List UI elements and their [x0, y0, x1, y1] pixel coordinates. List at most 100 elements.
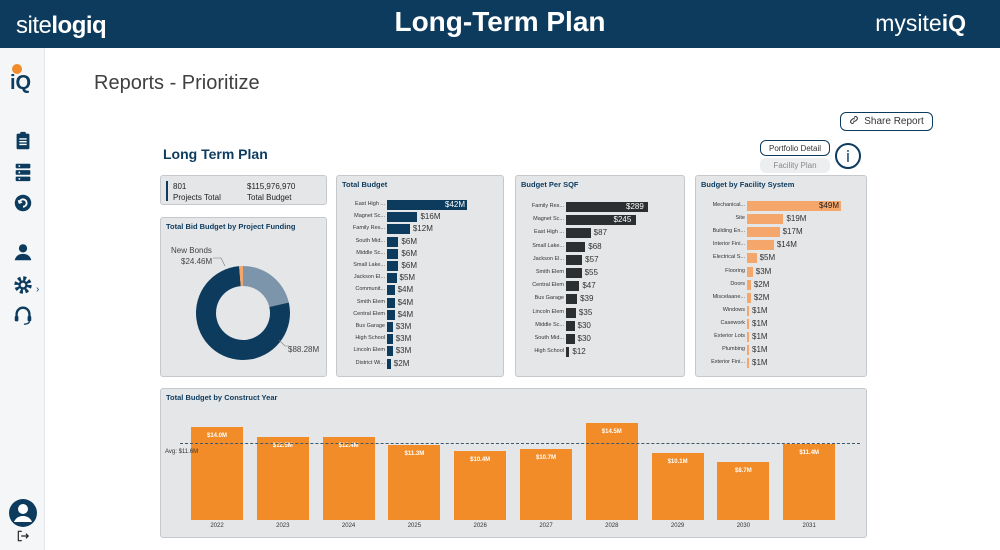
value-label: $1M — [752, 332, 768, 341]
bar[interactable] — [747, 214, 784, 225]
year-bar[interactable] — [717, 462, 770, 520]
bar[interactable] — [747, 305, 749, 316]
gear-icon[interactable] — [12, 274, 34, 296]
share-report-button[interactable]: Share Report — [840, 112, 933, 131]
donut-chart — [196, 257, 290, 360]
year-label: 2024 — [341, 523, 356, 529]
year-bar[interactable] — [783, 444, 836, 520]
bar[interactable] — [747, 227, 780, 238]
bar[interactable] — [387, 273, 397, 284]
clipboard-icon[interactable] — [12, 130, 34, 152]
donut-slice[interactable] — [196, 266, 290, 360]
chevron-right-icon[interactable]: › — [36, 284, 40, 295]
year-bar[interactable] — [322, 437, 375, 520]
bar[interactable] — [747, 266, 753, 277]
value-label: $16M — [420, 212, 441, 222]
bar[interactable] — [387, 297, 395, 308]
profile-icon[interactable] — [8, 498, 38, 528]
value-label: $4M — [397, 297, 414, 307]
category-label: Small Lake... — [532, 242, 564, 249]
info-button[interactable]: i — [835, 143, 861, 169]
leader-line — [278, 339, 289, 347]
bar[interactable] — [747, 240, 774, 251]
cycle-icon[interactable] — [12, 192, 34, 214]
bar[interactable] — [387, 334, 393, 345]
bar[interactable] — [747, 332, 749, 342]
donut-slice[interactable] — [239, 266, 243, 287]
value-label: $2M — [753, 292, 770, 302]
bar[interactable] — [747, 345, 749, 356]
bar[interactable] — [566, 241, 586, 252]
year-bar[interactable] — [454, 450, 507, 520]
year-bar[interactable] — [256, 436, 309, 520]
bar[interactable] — [747, 292, 751, 303]
iq-logo[interactable]: iQ — [10, 64, 31, 95]
link-icon — [849, 115, 859, 128]
bar[interactable] — [387, 309, 395, 320]
value-label: $5M — [759, 253, 776, 263]
year-bar[interactable] — [388, 444, 441, 520]
facility-plan-button[interactable]: Facility Plan — [760, 158, 830, 173]
year-bar[interactable] — [191, 426, 243, 520]
year-label: 2022 — [210, 523, 224, 529]
portfolio-detail-button[interactable]: Portfolio Detail — [760, 140, 830, 156]
user-icon[interactable] — [12, 241, 34, 263]
value-label: $17M — [782, 227, 803, 237]
category-label: East High ... — [355, 201, 385, 207]
logout-icon[interactable] — [15, 528, 31, 544]
year-label: 2027 — [539, 523, 553, 529]
bar[interactable] — [747, 318, 749, 329]
bar[interactable] — [387, 358, 391, 369]
average-label: Avg: $11.6M — [165, 449, 199, 455]
category-label: Plumbing — [722, 346, 745, 353]
value-label: $12M — [412, 224, 433, 234]
bar[interactable] — [387, 261, 399, 271]
projects-total-label: Projects Total — [173, 193, 221, 202]
donut-slice[interactable] — [243, 266, 289, 307]
bar[interactable] — [387, 212, 418, 223]
bar[interactable] — [566, 307, 576, 318]
bar[interactable] — [566, 215, 636, 226]
year-bar[interactable] — [520, 448, 572, 520]
bar[interactable] — [566, 228, 591, 239]
bar[interactable] — [387, 248, 399, 259]
sidebar: iQ › — [0, 48, 45, 550]
bar[interactable] — [566, 294, 578, 305]
category-label: Communit... — [355, 286, 385, 293]
value-label: $4M — [397, 285, 414, 295]
bar[interactable] — [566, 320, 575, 331]
bar[interactable] — [387, 346, 393, 357]
value-label: $245 — [613, 215, 632, 225]
bar[interactable] — [387, 236, 399, 247]
bar[interactable] — [747, 358, 749, 369]
bar[interactable] — [566, 281, 580, 292]
category-label: Middle Sc... — [356, 249, 385, 256]
bar[interactable] — [747, 253, 757, 264]
value-label: $3M — [395, 334, 412, 344]
bar[interactable] — [387, 285, 395, 296]
year-bar[interactable] — [651, 452, 704, 520]
value-label: $12.5M — [272, 442, 293, 449]
category-label: Interior Fini... — [712, 241, 745, 248]
bar[interactable] — [387, 322, 393, 332]
bar[interactable] — [747, 201, 841, 211]
bar[interactable] — [566, 202, 648, 212]
bar[interactable] — [566, 268, 582, 278]
bar[interactable] — [566, 254, 583, 265]
value-label: $42M — [445, 200, 466, 209]
category-label: Windows — [722, 306, 745, 313]
bar[interactable] — [566, 334, 575, 344]
bar[interactable] — [566, 347, 570, 358]
value-label: $10.7M — [535, 454, 556, 461]
slice-label-other: $88.28M — [288, 345, 320, 354]
year-bar[interactable] — [585, 423, 638, 520]
bar[interactable] — [747, 279, 751, 290]
category-label: Flooring — [725, 267, 745, 274]
bar[interactable] — [387, 224, 410, 235]
bar[interactable] — [387, 200, 467, 210]
server-icon[interactable] — [12, 161, 34, 183]
leader-line — [213, 257, 226, 267]
kpi-accent-bar — [166, 181, 168, 201]
headset-icon[interactable] — [12, 304, 34, 326]
value-label: $10.4M — [470, 456, 491, 463]
